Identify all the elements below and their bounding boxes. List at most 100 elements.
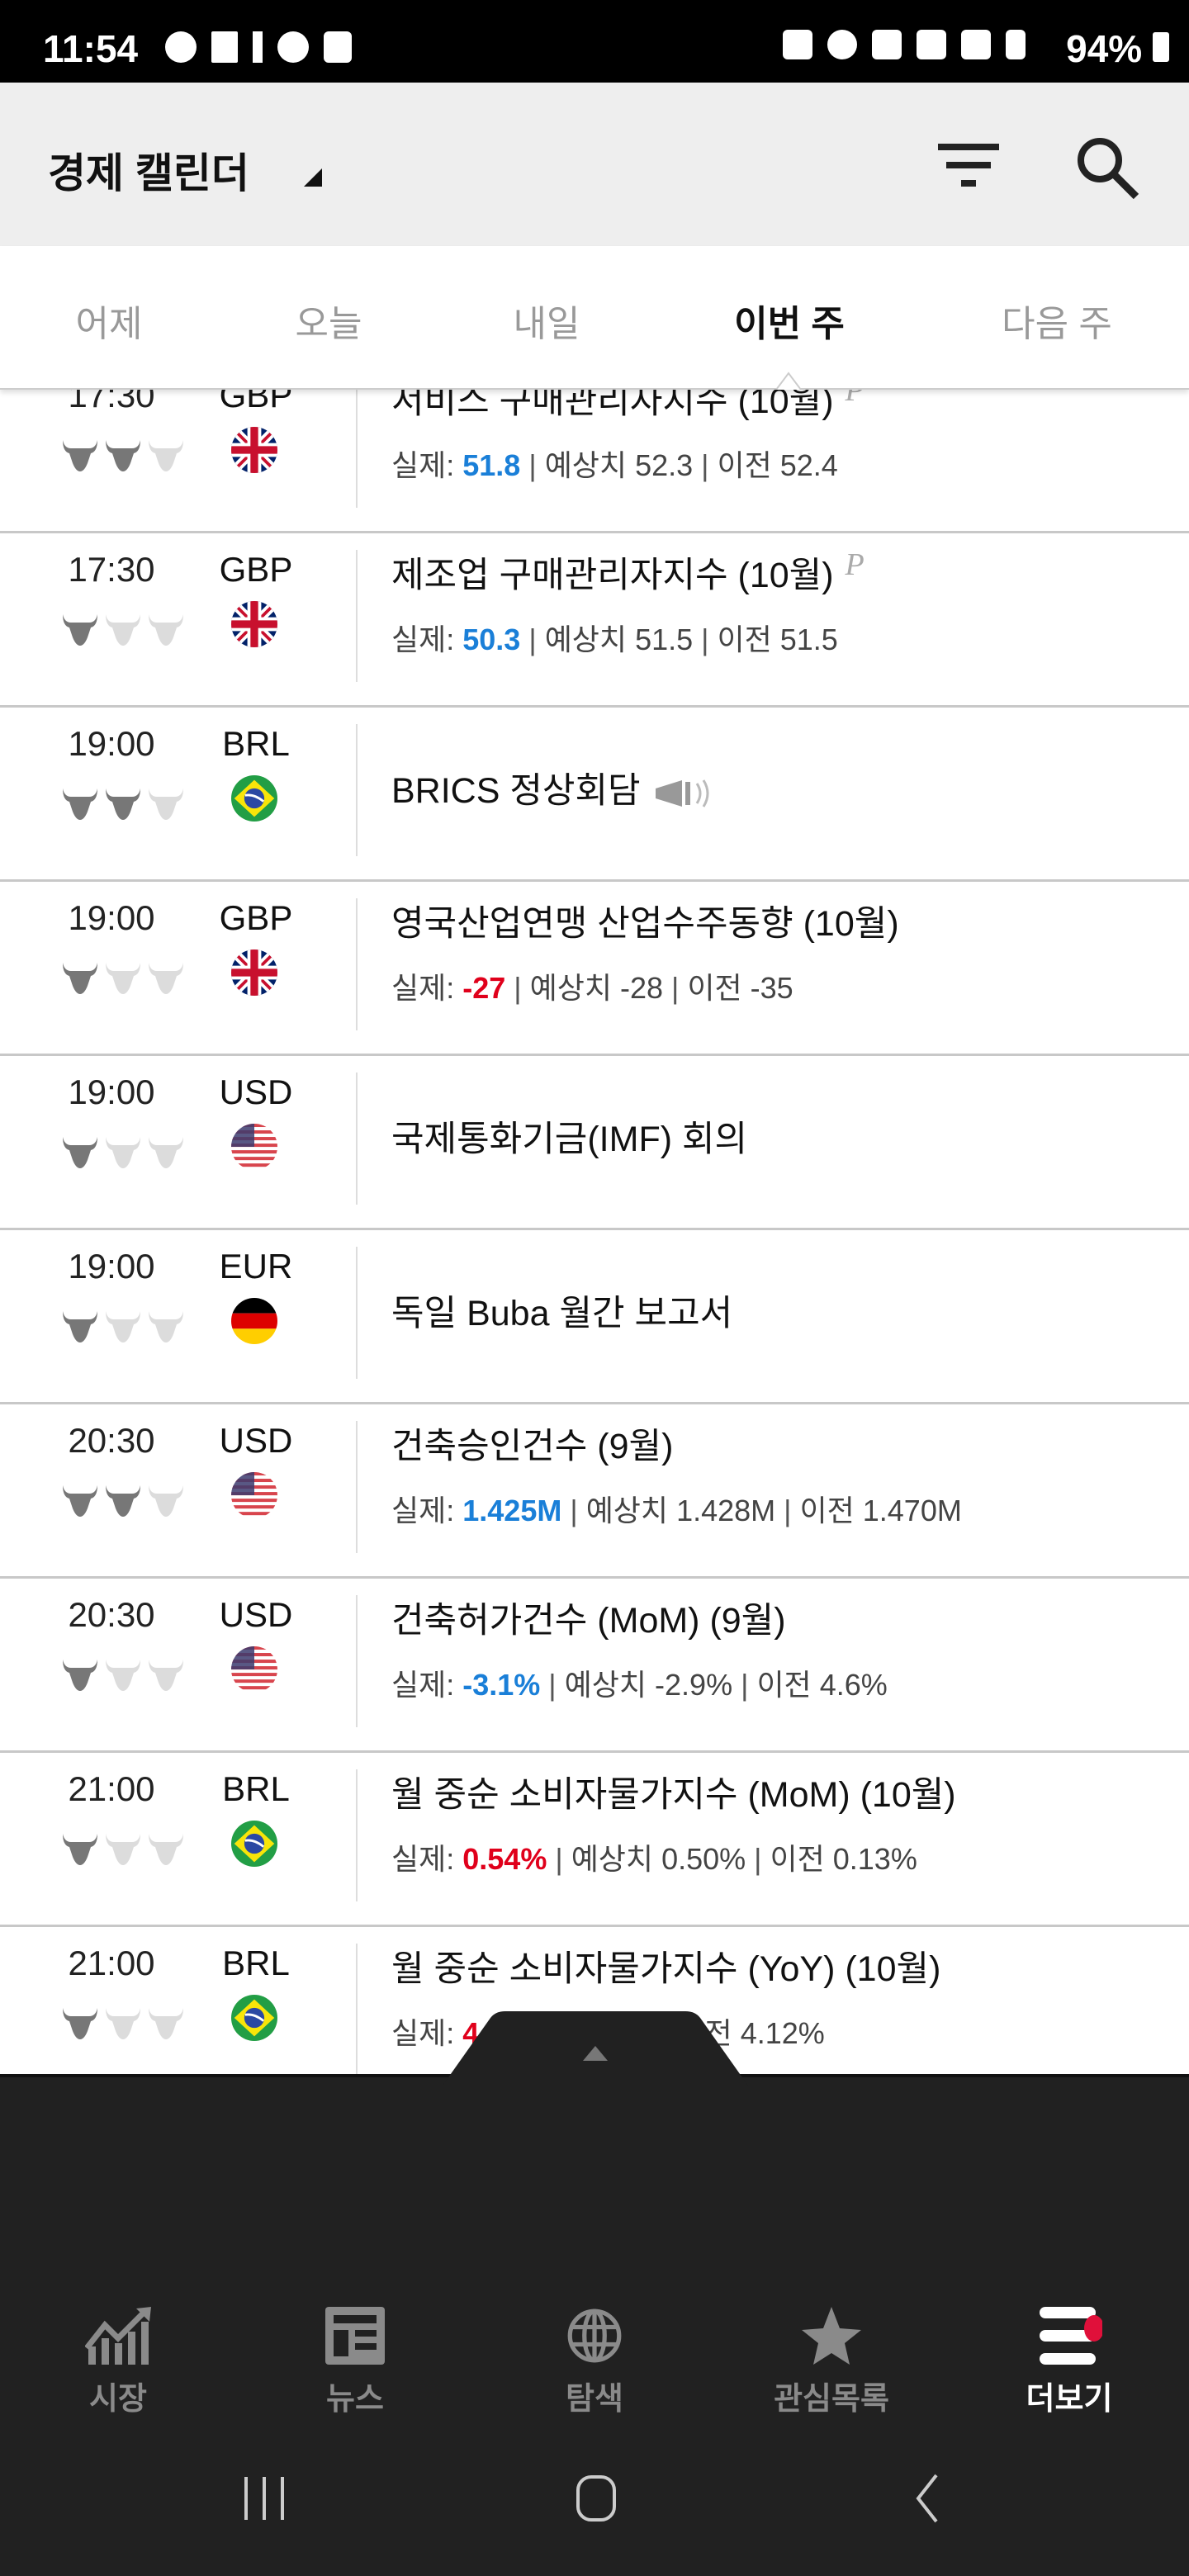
event-values: 실제: -3.1% | 예상치 -2.9% | 이전 4.6% [391, 1668, 888, 1702]
divider [356, 898, 358, 1030]
previous-value: 0.13% [832, 1842, 917, 1876]
expand-handle[interactable] [443, 2011, 748, 2086]
dnd-icon [165, 31, 197, 63]
event-row[interactable]: 20:30 USD 건축승인건수 (9월) 실제: 1.425M | 예상치 1.4… [0, 1404, 1189, 1579]
event-title: 국제통화기금(IMF) 회의 [391, 1110, 747, 1162]
tab-today[interactable]: 오늘 [295, 304, 362, 344]
importance-bull-icon [63, 1485, 97, 1517]
event-currency: USD [219, 1595, 293, 1634]
tab-next-week[interactable]: 다음 주 [1002, 304, 1112, 344]
alarm-icon [827, 30, 857, 59]
forecast-value: 0.50% [661, 1842, 746, 1876]
filter-icon[interactable] [938, 142, 999, 188]
system-icons [783, 30, 1131, 59]
importance-bull-icon [63, 788, 97, 820]
nav-more-label: 더보기 [1026, 2382, 1113, 2417]
event-time: 20:30 [68, 1421, 155, 1460]
importance-bull-icon [106, 614, 140, 646]
event-title: 건축승인건수 (9월) [391, 1418, 673, 1469]
actual-label: 실제: [391, 448, 463, 482]
star-icon [802, 2307, 861, 2365]
back-icon[interactable] [903, 2474, 953, 2523]
event-title: 월 중순 소비자물가지수 (MoM) (10월) [391, 1766, 956, 1817]
wifi-icon [917, 30, 946, 59]
nav-watchlist[interactable]: 관심목록 [749, 2307, 914, 2418]
tab-yesterday[interactable]: 어제 [75, 304, 143, 344]
previous-value: -35 [750, 971, 793, 1005]
event-values: 실제: -27 | 예상치 -28 | 이전 -35 [391, 971, 793, 1005]
event-row[interactable]: 17:30 GBP 서비스 구매관리자지수 (10월) P 실제: 51.8 | 예상… [0, 390, 1189, 533]
importance-bull-icon [149, 614, 183, 646]
preliminary-tag: P [845, 547, 865, 582]
flag-us-icon [231, 1472, 277, 1518]
importance-bull-icon [63, 440, 97, 471]
flag-de-icon [231, 1298, 277, 1344]
previous-label: 이전 [799, 1494, 863, 1527]
importance-rating [61, 1484, 185, 1517]
flag-us-icon [231, 1124, 277, 1170]
event-time: 19:00 [68, 1073, 155, 1111]
nav-market[interactable]: 시장 [36, 2307, 201, 2418]
event-row[interactable]: 21:00 BRL 월 중순 소비자물가지수 (MoM) (10월) 실제: 0… [0, 1753, 1189, 1927]
importance-bull-icon [149, 440, 183, 471]
nav-news[interactable]: 뉴스 [272, 2307, 438, 2418]
actual-label: 실제: [391, 2016, 463, 2050]
previous-label: 이전 [756, 1668, 820, 1702]
event-title-text: 독일 Buba 월간 보고서 [391, 1294, 733, 1333]
previous-value: 52.4 [779, 448, 838, 482]
forecast-label: 예상치 [585, 1494, 677, 1527]
actual-label: 실제: [391, 1668, 463, 1702]
previous-value: 4.12% [740, 2016, 825, 2050]
importance-bull-icon [63, 1834, 97, 1865]
importance-bull-icon [106, 2008, 140, 2039]
event-row[interactable]: 20:30 USD 건축허가건수 (MoM) (9월) 실제: -3.1% | 예상… [0, 1579, 1189, 1753]
dropdown-caret-icon[interactable] [304, 168, 322, 187]
actual-label: 실제: [391, 1842, 463, 1876]
importance-rating [61, 1309, 185, 1342]
tab-this-week[interactable]: 이번 주 [734, 304, 845, 344]
divider [356, 1595, 358, 1727]
tab-tomorrow[interactable]: 내일 [513, 304, 580, 344]
event-values: 실제: 0.54% | 예상치 0.50% | 이전 0.13% [391, 1842, 917, 1876]
event-currency: USD [219, 1421, 293, 1460]
search-icon[interactable] [1073, 134, 1139, 200]
event-row[interactable]: 19:00 BRL BRICS 정상회담 [0, 708, 1189, 882]
nav-more[interactable]: 더보기 [987, 2307, 1152, 2418]
page-title[interactable]: 경제 캘린더 [48, 150, 249, 197]
date-tabs: 어제 오늘 내일 이번 주 다음 주 [0, 246, 1189, 390]
status-bar: 11:54 94% [0, 0, 1189, 83]
event-row[interactable]: 19:00 USD 국제통화기금(IMF) 회의 [0, 1056, 1189, 1230]
event-currency: USD [219, 1073, 293, 1111]
event-title-text: 서비스 구매관리자지수 (10월) [391, 390, 834, 421]
speech-megaphone-icon [655, 779, 709, 807]
note-icon [211, 31, 238, 63]
event-time: 17:30 [68, 550, 155, 589]
signal-icon [1006, 30, 1026, 59]
importance-bull-icon [63, 614, 97, 646]
recent-apps-icon[interactable] [239, 2474, 289, 2523]
event-row[interactable]: 19:00 GBP 영국산업연맹 산업수주동향 (10월) 실제: -27 | 예상… [0, 882, 1189, 1056]
nav-watchlist-label: 관심목록 [774, 2382, 889, 2417]
event-title-text: 제조업 구매관리자지수 (10월) [391, 556, 834, 595]
home-icon[interactable] [571, 2474, 621, 2523]
nav-explore[interactable]: 탐색 [512, 2307, 677, 2418]
actual-value: 1.425M [462, 1494, 562, 1527]
event-list[interactable]: 17:30 GBP 서비스 구매관리자지수 (10월) P 실제: 51.8 | 예상… [0, 390, 1189, 2074]
forecast-label: 예상치 [564, 1668, 656, 1702]
news-icon [325, 2307, 385, 2365]
notification-icons [165, 31, 352, 63]
importance-bull-icon [149, 2008, 183, 2039]
importance-bull-icon [149, 963, 183, 994]
divider [356, 390, 358, 508]
event-title-text: 영국산업연맹 산업수주동향 (10월) [391, 904, 899, 944]
event-row[interactable]: 19:00 EUR 독일 Buba 월간 보고서 [0, 1230, 1189, 1404]
divider [356, 1421, 358, 1553]
event-row[interactable]: 17:30 GBP 제조업 구매관리자지수 (10월) P 실제: 50.3 | 예상… [0, 533, 1189, 708]
importance-rating [61, 787, 185, 820]
previous-value: 1.470M [862, 1494, 962, 1527]
menu-icon [1040, 2307, 1102, 2365]
active-tab-pointer-icon [776, 372, 801, 390]
importance-bull-icon [149, 1485, 183, 1517]
event-title: BRICS 정상회담 [391, 762, 718, 813]
status-time: 11:54 [43, 27, 139, 70]
